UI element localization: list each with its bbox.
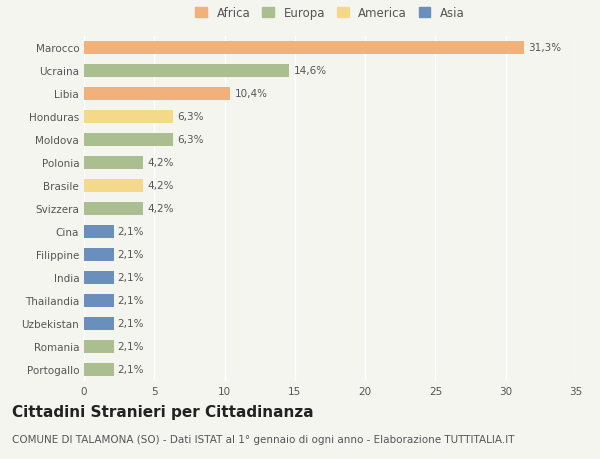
Bar: [84, 202, 143, 215]
Bar: [84, 134, 173, 146]
Bar: [84, 179, 143, 192]
Text: 10,4%: 10,4%: [235, 89, 268, 99]
Bar: [84, 88, 230, 101]
Text: 31,3%: 31,3%: [528, 43, 562, 53]
Bar: [84, 111, 173, 123]
Bar: [84, 248, 113, 261]
Text: Cittadini Stranieri per Cittadinanza: Cittadini Stranieri per Cittadinanza: [12, 404, 314, 419]
Bar: [84, 317, 113, 330]
Bar: [84, 271, 113, 284]
Text: 14,6%: 14,6%: [293, 66, 326, 76]
Legend: Africa, Europa, America, Asia: Africa, Europa, America, Asia: [192, 4, 468, 24]
Text: 2,1%: 2,1%: [118, 364, 144, 375]
Bar: [84, 42, 524, 55]
Bar: [84, 157, 143, 169]
Text: 2,1%: 2,1%: [118, 319, 144, 329]
Text: 2,1%: 2,1%: [118, 273, 144, 283]
Bar: [84, 363, 113, 376]
Text: 2,1%: 2,1%: [118, 341, 144, 352]
Text: 4,2%: 4,2%: [147, 158, 174, 168]
Text: 6,3%: 6,3%: [177, 112, 203, 122]
Text: 4,2%: 4,2%: [147, 204, 174, 214]
Text: 2,1%: 2,1%: [118, 296, 144, 306]
Text: COMUNE DI TALAMONA (SO) - Dati ISTAT al 1° gennaio di ogni anno - Elaborazione T: COMUNE DI TALAMONA (SO) - Dati ISTAT al …: [12, 434, 515, 444]
Bar: [84, 225, 113, 238]
Bar: [84, 65, 289, 78]
Bar: [84, 340, 113, 353]
Bar: [84, 294, 113, 307]
Text: 6,3%: 6,3%: [177, 135, 203, 145]
Text: 2,1%: 2,1%: [118, 227, 144, 237]
Text: 2,1%: 2,1%: [118, 250, 144, 260]
Text: 4,2%: 4,2%: [147, 181, 174, 191]
